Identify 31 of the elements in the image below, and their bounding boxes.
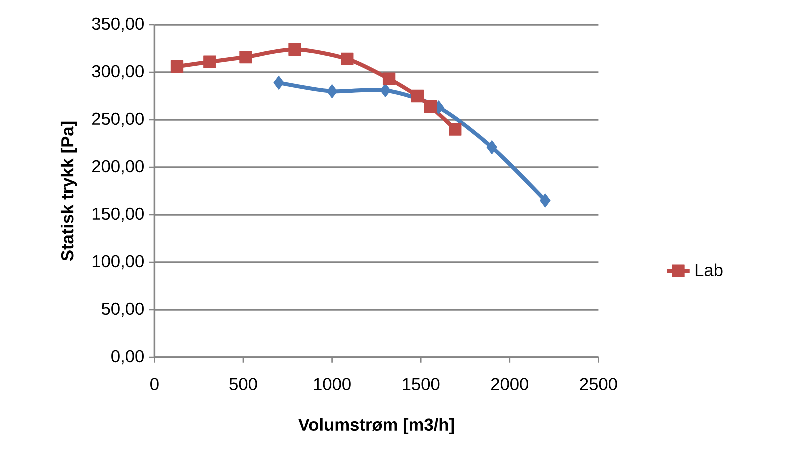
y-tick-label: 250,00 (92, 112, 144, 128)
point (486, 140, 498, 155)
point (341, 52, 354, 66)
point (274, 76, 284, 90)
x-tick-label: 1000 (314, 378, 351, 390)
point (326, 84, 338, 98)
point (411, 90, 424, 103)
x-tick-label: 2000 (491, 378, 528, 390)
point (170, 60, 184, 74)
y-tick-label: 150,00 (92, 208, 144, 222)
point (380, 84, 391, 98)
point (540, 194, 551, 208)
x-tick-label: 500 (230, 378, 258, 390)
point (449, 123, 462, 136)
x-tick-label: 0 (150, 378, 159, 390)
point (288, 43, 302, 56)
y-tick-label: 50,00 (102, 302, 144, 318)
y-tick-label: 0,00 (112, 350, 144, 365)
x-tick-label: 2500 (580, 378, 618, 390)
point (424, 100, 438, 114)
x-tick-label: 1500 (403, 378, 440, 390)
y-tick-label: 350,00 (92, 18, 144, 32)
legend-label: Lab (696, 264, 723, 276)
y-tick-label: 300,00 (92, 65, 144, 80)
x-axis-title: Volumstrøm [m3/h] (298, 418, 454, 434)
point (204, 56, 216, 68)
y-tick-label: 100,00 (92, 255, 144, 270)
y-axis-title: Statisk trykk [Pa] (60, 122, 78, 262)
point (240, 50, 252, 64)
point (382, 72, 396, 86)
y-tick-label: 200,00 (92, 160, 144, 175)
